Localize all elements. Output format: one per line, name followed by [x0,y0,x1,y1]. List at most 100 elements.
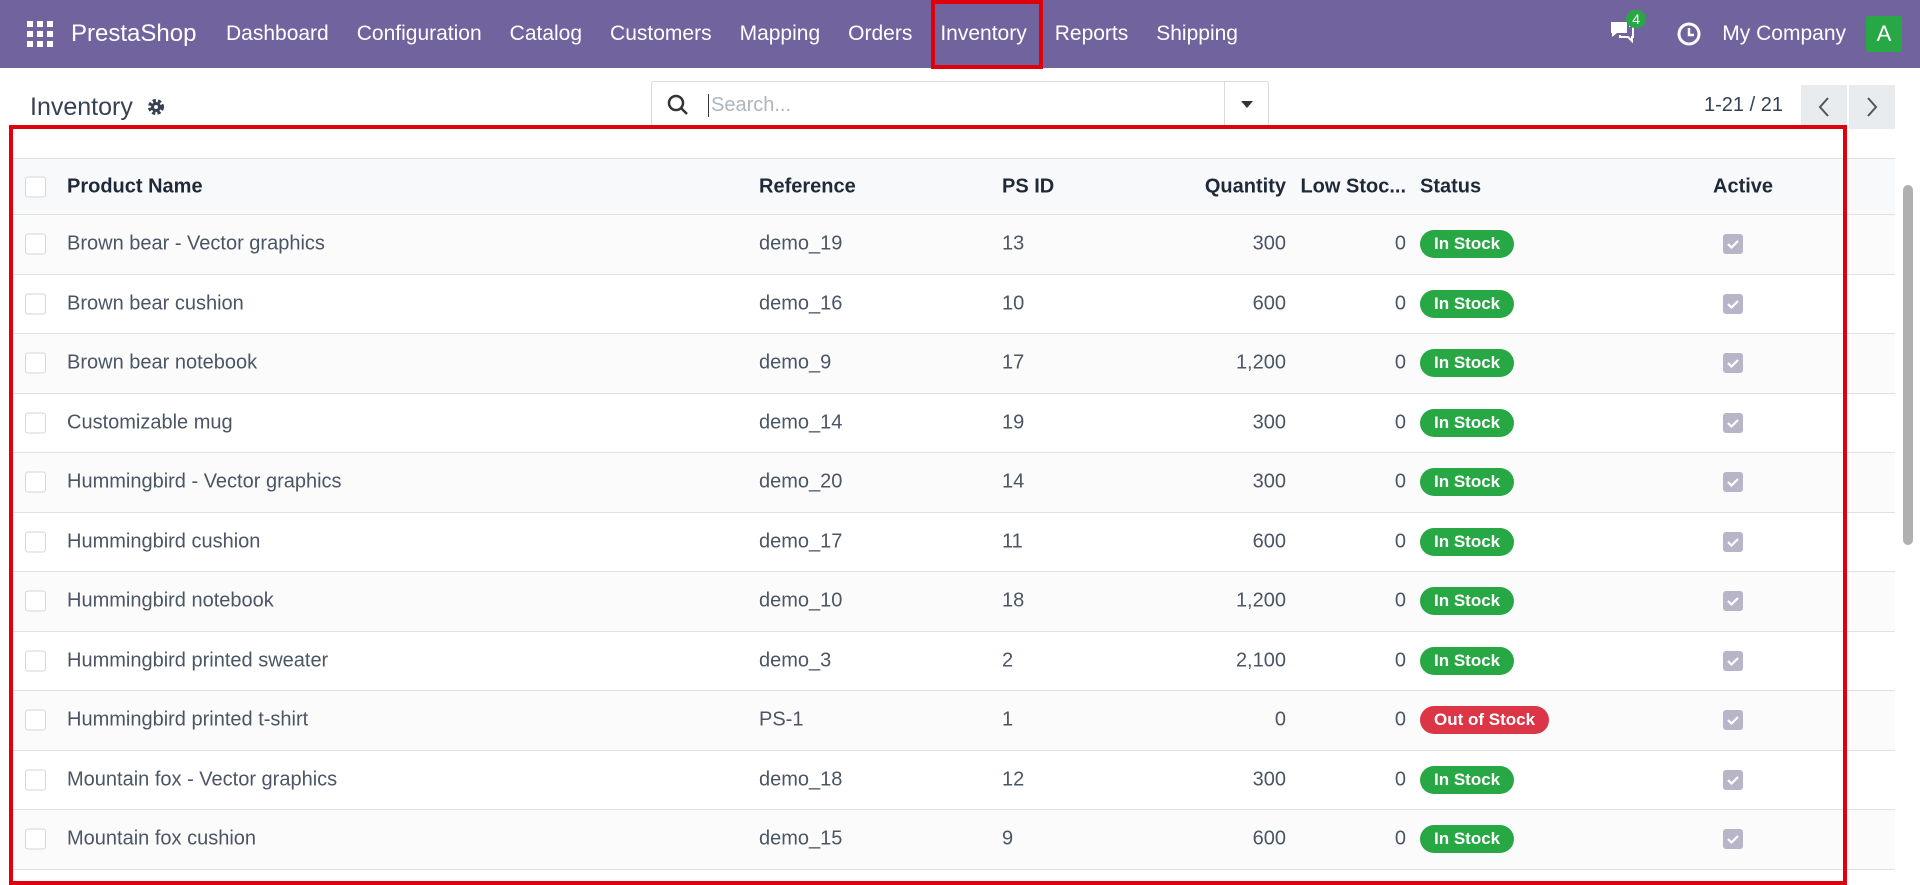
ps-id: 14 [1002,470,1025,493]
menu-item[interactable]: Catalog [509,22,583,45]
status-badge: In Stock [1420,468,1515,497]
active-checkbox[interactable] [1723,293,1743,314]
navbar: PrestaShop Dashboard Configuration Catalog… [0,0,1920,68]
table-row[interactable]: Brown bear - Vector graphics demo_19 13 300… [10,215,1895,275]
table-row[interactable]: Hummingbird - Vector graphics demo_20 14 30… [10,453,1895,513]
row-checkbox[interactable] [25,471,46,493]
reference: demo_9 [759,351,832,374]
messages[interactable]: 4 [1608,10,1647,50]
reference: demo_14 [759,411,843,434]
pager-next[interactable] [1849,85,1895,129]
pager-previous[interactable] [1801,85,1847,129]
message-badge: 4 [1626,10,1647,28]
activity-icon[interactable] [1676,21,1702,47]
table-row[interactable]: Mountain fox cushion demo_15 9 600 0 In Stock [10,810,1895,870]
active-checkbox[interactable] [1723,650,1743,671]
gear-icon[interactable] [146,97,166,117]
search-placeholder: Search... [708,94,791,117]
company-switch[interactable]: My Company [1722,22,1846,45]
product-name: Mountain fox cushion [67,827,257,850]
check-icon [1727,716,1739,726]
low-stock: 0 [1394,768,1406,791]
row-checkbox[interactable] [25,412,46,434]
column-header[interactable]: Product Name [67,175,203,197]
table-row[interactable]: Mountain fox - Vector graphics demo_18 12 3… [10,750,1895,810]
active-checkbox[interactable] [1723,710,1743,731]
menu-item[interactable]: Inventory [940,22,1027,45]
low-stock: 0 [1394,649,1406,672]
column-header[interactable]: Status [1420,175,1482,197]
column-header[interactable]: Active [1713,175,1774,197]
low-stock: 0 [1394,589,1406,612]
menu-item[interactable]: Mapping [739,22,821,45]
chevron-left [1818,97,1829,117]
row-checkbox[interactable] [25,828,46,850]
reference: demo_19 [759,232,843,255]
active-checkbox[interactable] [1723,353,1743,374]
table-row[interactable]: Hummingbird notebook demo_10 18 1,200 0 In St… [10,572,1895,632]
column-header[interactable]: Quantity [1204,175,1286,197]
row-checkbox[interactable] [25,650,46,672]
row-checkbox[interactable] [25,352,46,374]
row-checkbox[interactable] [25,531,46,553]
select-all[interactable] [25,176,46,197]
table-row[interactable]: Hummingbird printed t-shirt PS-1 1 0 0 Out of… [10,691,1895,751]
ps-id: 13 [1002,232,1025,255]
check-icon [1727,537,1739,547]
breadcrumb: Inventory [30,93,133,121]
user-avatar[interactable]: A [1866,16,1902,52]
product-name: Hummingbird printed sweater [67,649,329,672]
row-checkbox[interactable] [25,293,46,315]
menu-item[interactable]: Reports [1054,22,1129,45]
table-row[interactable]: Hummingbird printed sweater demo_3 2 2,100 0… [10,631,1895,691]
chevron-right [1867,97,1878,117]
reference: PS-1 [759,708,804,731]
ps-id: 18 [1002,589,1025,612]
product-name: Brown bear cushion [67,292,244,315]
active-checkbox[interactable] [1723,472,1743,493]
table-row[interactable]: Customizable mug demo_14 19 300 0 In Stock [10,393,1895,453]
table-row[interactable]: Brown bear cushion demo_16 10 600 0 In Stock [10,274,1895,334]
search-options[interactable] [1224,82,1268,126]
table-row[interactable]: Brown bear notebook demo_9 17 1,200 0 In Stoc… [10,334,1895,394]
active-checkbox[interactable] [1723,531,1743,552]
menu-item[interactable]: Customers [610,22,712,45]
active-checkbox[interactable] [1723,591,1743,612]
quantity: 1,200 [1235,351,1286,374]
ps-id: 2 [1002,649,1014,672]
menu-item[interactable]: Configuration [356,22,482,45]
active-checkbox[interactable] [1723,769,1743,790]
column-header[interactable]: Low Stoc... [1300,175,1406,197]
menu-item[interactable]: Dashboard [226,22,329,45]
apps-menu[interactable] [27,21,53,47]
app-name[interactable]: PrestaShop [71,20,197,47]
menu-item[interactable]: Orders [848,22,913,45]
table-row[interactable]: Hummingbird cushion demo_17 11 600 0 In Stock [10,512,1895,572]
column-header[interactable]: PS ID [1002,175,1055,197]
reference: demo_16 [759,292,843,315]
main-menu: Dashboard Configuration Catalog Customers Ma… [212,0,1252,68]
row-checkbox[interactable] [25,769,46,791]
row-checkbox[interactable] [25,709,46,731]
ps-id: 11 [1002,530,1023,553]
product-name: Brown bear notebook [67,351,258,374]
check-icon [1727,775,1739,785]
menu-item[interactable]: Shipping [1156,22,1238,45]
row-checkbox[interactable] [25,233,46,255]
column-header[interactable]: Reference [759,175,856,197]
quantity: 600 [1252,292,1286,315]
low-stock: 0 [1394,470,1406,493]
low-stock: 0 [1394,708,1406,731]
check-icon [1727,299,1739,309]
check-icon [1727,597,1739,607]
reference: demo_10 [759,589,843,612]
active-checkbox[interactable] [1723,412,1743,433]
row-checkbox[interactable] [25,590,46,612]
quantity: 300 [1252,768,1286,791]
scrollbar[interactable] [1903,185,1913,545]
pager[interactable]: 1-21 / 21 [1704,94,1783,116]
active-checkbox[interactable] [1723,829,1743,850]
search-bar[interactable]: Search... [651,81,1269,127]
active-checkbox[interactable] [1723,234,1743,255]
status-badge: In Stock [1420,527,1515,556]
